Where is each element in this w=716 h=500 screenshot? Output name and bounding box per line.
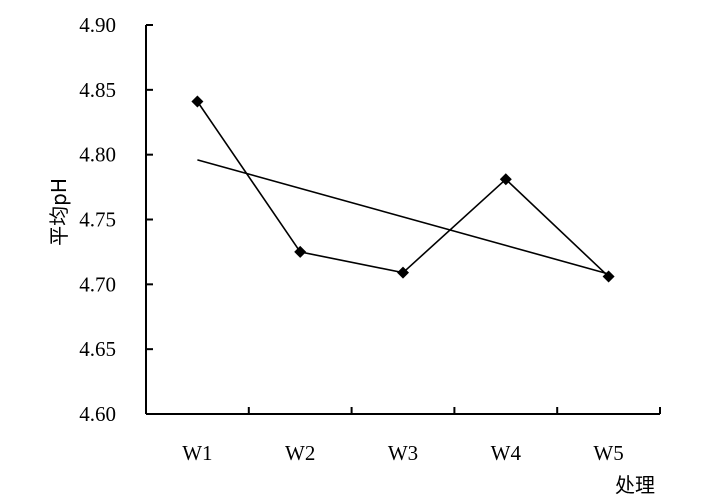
series-layer (191, 95, 615, 283)
x-axis-ticks: W1 W2 W3 W4 W5 (182, 407, 661, 465)
data-point (397, 266, 409, 279)
x-tick-label: W4 (491, 441, 522, 465)
y-axis-title: 平均pH (47, 178, 71, 246)
y-tick-label: 4.60 (79, 402, 116, 426)
y-axis-ticks: 4.60 4.65 4.70 4.75 4.80 4.85 4.90 (79, 13, 153, 426)
y-tick-label: 4.70 (79, 272, 116, 296)
y-tick-label: 4.80 (79, 143, 116, 167)
axes (145, 25, 660, 415)
data-point (499, 173, 512, 186)
data-point (602, 270, 615, 283)
x-axis-title: 处理 (615, 473, 655, 497)
x-tick-label: W2 (285, 441, 315, 465)
data-point (294, 245, 307, 258)
trendline (197, 159, 609, 275)
y-tick-label: 4.85 (79, 78, 116, 102)
trendline-layer (197, 159, 609, 275)
y-tick-label: 4.75 (79, 208, 116, 232)
y-tick-label: 4.90 (79, 13, 116, 37)
y-tick-label: 4.65 (79, 337, 116, 361)
x-tick-label: W3 (388, 441, 418, 465)
data-point (191, 95, 204, 108)
series-line (196, 101, 610, 278)
x-tick-label: W1 (182, 441, 212, 465)
x-tick-label: W5 (593, 441, 623, 465)
